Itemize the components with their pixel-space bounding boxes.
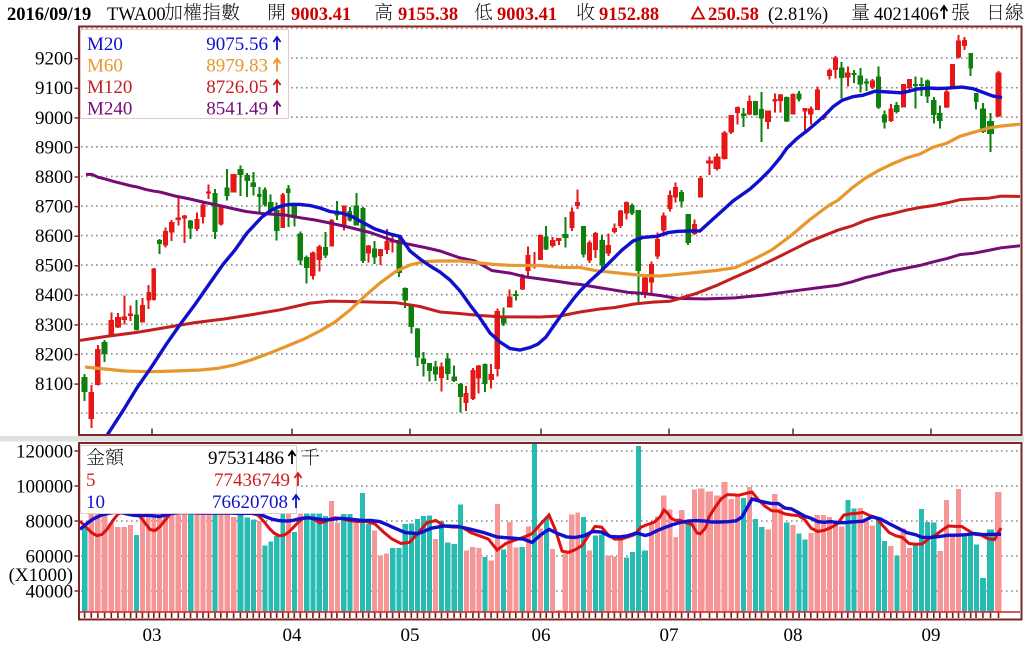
svg-text:M60: M60	[87, 56, 123, 77]
svg-text:76620708: 76620708	[212, 492, 288, 513]
svg-text:8800: 8800	[35, 167, 73, 188]
svg-text:10: 10	[86, 492, 105, 513]
svg-text:(X1000): (X1000)	[9, 565, 73, 586]
svg-text:100000: 100000	[16, 477, 73, 498]
svg-text:07: 07	[660, 625, 679, 646]
svg-text:08: 08	[784, 625, 803, 646]
svg-text:05: 05	[401, 625, 420, 646]
svg-text:8100: 8100	[35, 374, 73, 395]
svg-text:8900: 8900	[35, 137, 73, 158]
svg-text:80000: 80000	[26, 512, 74, 533]
svg-text:8600: 8600	[35, 226, 73, 247]
svg-text:M120: M120	[87, 77, 132, 98]
svg-text:2016/09/19: 2016/09/19	[7, 5, 91, 25]
svg-text:97531486: 97531486	[208, 448, 284, 469]
svg-text:9003.41: 9003.41	[497, 5, 557, 25]
svg-text:120000: 120000	[16, 442, 73, 463]
svg-text:04: 04	[283, 625, 303, 646]
svg-text:8400: 8400	[35, 285, 73, 306]
svg-text:250.58: 250.58	[708, 5, 759, 25]
svg-text:8500: 8500	[35, 256, 73, 277]
svg-text:9000: 9000	[35, 108, 73, 129]
svg-text:5: 5	[86, 470, 96, 491]
svg-text:8300: 8300	[35, 315, 73, 336]
svg-text:06: 06	[532, 625, 551, 646]
svg-text:09: 09	[922, 625, 941, 646]
svg-text:(2.81%): (2.81%)	[768, 5, 828, 25]
svg-text:9200: 9200	[35, 49, 73, 70]
svg-text:40000: 40000	[26, 582, 74, 603]
svg-text:9152.88: 9152.88	[599, 5, 659, 25]
svg-text:77436749: 77436749	[214, 470, 290, 491]
svg-text:M20: M20	[87, 34, 123, 55]
svg-text:9075.56: 9075.56	[206, 34, 268, 55]
svg-text:8200: 8200	[35, 344, 73, 365]
svg-text:8541.49: 8541.49	[206, 99, 268, 120]
svg-text:M240: M240	[87, 99, 132, 120]
svg-text:8700: 8700	[35, 197, 73, 218]
svg-text:TWA00: TWA00	[107, 5, 166, 25]
svg-text:9003.41: 9003.41	[291, 5, 351, 25]
svg-text:8979.83: 8979.83	[206, 56, 268, 77]
svg-text:4021406: 4021406	[874, 5, 939, 25]
svg-text:8726.05: 8726.05	[206, 77, 268, 98]
svg-text:9100: 9100	[35, 78, 73, 99]
svg-text:60000: 60000	[26, 547, 74, 568]
svg-text:9155.38: 9155.38	[398, 5, 458, 25]
svg-text:03: 03	[143, 625, 162, 646]
